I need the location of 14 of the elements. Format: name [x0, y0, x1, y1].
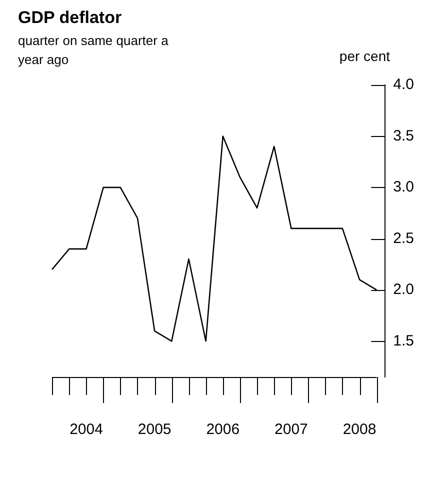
chart-subtitle: quarter on same quarter a year ago [18, 32, 170, 69]
y-tick-label: 4.0 [393, 76, 414, 94]
y-tick-label: 3.0 [393, 178, 414, 196]
y-tick-label: 1.5 [393, 332, 414, 350]
x-tick-label: 2004 [70, 421, 103, 438]
y-tick-label: 2.5 [393, 230, 414, 247]
chart-title: GDP deflator [18, 8, 122, 28]
y-tick-label: 3.5 [393, 127, 414, 144]
y-tick-label: 2.0 [393, 281, 414, 298]
x-tick-label: 2005 [138, 421, 172, 438]
y-axis-title: per cent [339, 48, 390, 64]
x-tick-label: 2007 [274, 421, 308, 438]
x-tick-label: 2008 [342, 421, 376, 438]
x-tick-label: 2006 [206, 421, 240, 438]
